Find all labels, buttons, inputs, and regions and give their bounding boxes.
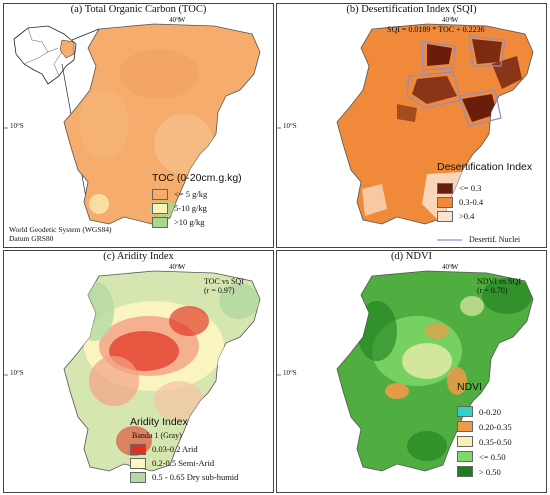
legend-item: 0.2-0.5 Semi-Arid (130, 456, 238, 470)
brazil-inset (13, 25, 77, 85)
ndvi-region (336, 270, 534, 472)
latitude-label: 10°S (10, 369, 24, 377)
legend-title: NDVI (457, 381, 483, 393)
aridity-legend: Aridity Index Banda 1 (Gray) 0.03-0.2 Ar… (130, 416, 238, 484)
longitude-label: 40°W (169, 16, 186, 24)
legend-item: 0.35-0.50 (457, 434, 512, 449)
legend-item: 0.20-0.35 (457, 419, 512, 434)
legend-item: 0.3-0.4 (437, 195, 532, 209)
legend-item: 0.03-0.2 Arid (130, 442, 238, 456)
sqi-equation: SQI = 0.0189 * TOC + 0.2236 (387, 25, 485, 34)
longitude-label: 40°W (442, 16, 459, 24)
desertification-nuclei (406, 35, 506, 127)
legend-item: >0.4 (437, 209, 532, 223)
legend-title: Desertification Index (437, 161, 533, 173)
panel-title: (a) Total Organic Carbon (TOC) (70, 4, 207, 15)
panel-sqi: (b) Desertification Index (SQI) 40°W 10°… (276, 3, 547, 248)
legend-item: 0-0.20 (457, 404, 512, 419)
panel-aridity: (c) Aridity Index 40°W 10°S TOC vs SQI (… (3, 250, 274, 493)
ndvi-legend: NDVI 0-0.20 0.20-0.35 0.35-0.50 <= 0.50 … (457, 381, 512, 479)
legend-item: <= 5 g/kg (152, 187, 242, 201)
correlation-note: TOC vs SQI (r = 0.97) (204, 277, 244, 295)
panel-ndvi: (d) NDVI 40°W 10°S NDVI vs SQI (r = 0.70… (276, 250, 547, 493)
legend-item: >10 g/kg (152, 215, 242, 229)
panel-title: (d) NDVI (390, 251, 433, 262)
legend-title: TOC (0-20cm.g.kg) (152, 172, 242, 184)
sqi-map (277, 18, 534, 241)
panel-toc: (a) Total Organic Carbon (TOC) 40°W 10°S… (3, 3, 274, 248)
legend-subtitle: Banda 1 (Gray) (132, 431, 182, 440)
latitude-label: 10°S (283, 369, 297, 377)
sqi-legend: Desertification Index <= 0.3 0.3-0.4 >0.… (437, 161, 532, 223)
latitude-label: 10°S (283, 122, 297, 130)
legend-title: Aridity Index (130, 416, 188, 428)
correlation-note: NDVI vs SQI (r = 0.70) (477, 277, 521, 295)
legend-item: <= 0.3 (437, 181, 532, 195)
toc-map (4, 18, 261, 225)
panel-title: (b) Desertification Index (SQI) (346, 4, 477, 15)
legend-item: > 0.50 (457, 464, 512, 479)
legend-item: 0.5 - 0.65 Dry sub-humid (130, 470, 238, 484)
inset-highlight (59, 39, 75, 59)
longitude-label: 40°W (442, 263, 459, 271)
legend-item: <= 0.50 (457, 449, 512, 464)
datum-note: World Geodetic System (WGS84) Datum GRS8… (9, 225, 112, 243)
panel-title: (c) Aridity Index (103, 251, 174, 262)
toc-legend: TOC (0-20cm.g.kg) <= 5 g/kg 5-10 g/kg >1… (152, 172, 242, 229)
nuclei-label: Desertif. Nuclei (469, 235, 521, 244)
latitude-label: 10°S (10, 122, 24, 130)
legend-item: 5-10 g/kg (152, 201, 242, 215)
longitude-label: 40°W (169, 263, 186, 271)
ndvi-map (277, 265, 534, 472)
